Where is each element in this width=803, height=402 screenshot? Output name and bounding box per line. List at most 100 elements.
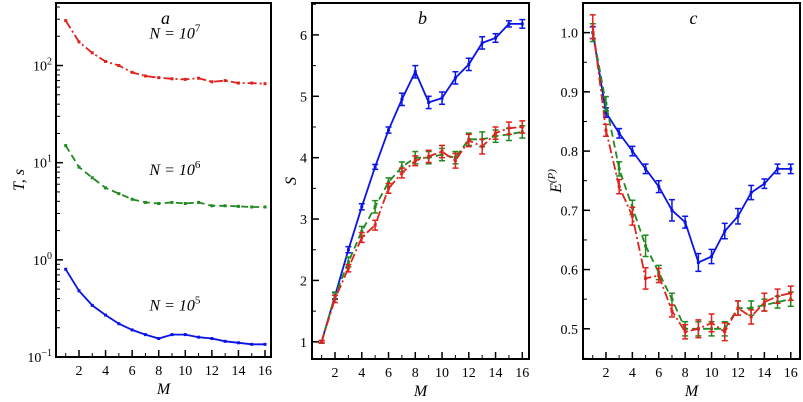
data-point xyxy=(104,186,108,190)
data-point xyxy=(413,70,417,74)
data-point xyxy=(440,96,444,100)
series-line xyxy=(591,26,791,334)
data-point xyxy=(143,333,147,337)
data-point xyxy=(117,322,121,326)
data-point xyxy=(373,223,377,227)
series-label: N = 105 xyxy=(148,295,200,315)
data-point xyxy=(170,77,174,81)
x-tick-label: 6 xyxy=(129,364,136,379)
data-point xyxy=(117,192,121,196)
series-line xyxy=(591,32,791,330)
data-point xyxy=(696,327,700,331)
data-point xyxy=(507,22,511,26)
series-n7 xyxy=(318,120,526,344)
data-point xyxy=(157,202,161,206)
y-axis-title: E(P) xyxy=(546,169,565,194)
data-point xyxy=(413,159,417,163)
x-tick-label: 16 xyxy=(515,366,529,381)
series-line xyxy=(64,268,265,346)
y-tick-exponent: 2 xyxy=(47,57,52,68)
data-point xyxy=(210,337,214,341)
y-tick-label: 0.9 xyxy=(561,86,579,101)
data-point xyxy=(223,79,227,83)
data-point xyxy=(346,260,350,264)
y-axis-title: T, s xyxy=(11,169,28,191)
series-label: N = 106 xyxy=(148,159,200,179)
x-axis-title: M xyxy=(684,383,700,400)
data-point xyxy=(170,333,174,337)
data-point xyxy=(250,205,254,209)
y-axis-title-sup: (P) xyxy=(546,169,558,183)
data-point xyxy=(453,76,457,80)
x-tick-label: 2 xyxy=(332,366,339,381)
x-tick-label: 6 xyxy=(655,366,662,381)
data-point xyxy=(749,306,753,310)
data-point xyxy=(360,205,364,209)
data-point xyxy=(197,200,201,204)
y-tick-exponent: 0 xyxy=(47,251,52,262)
series-label-exponent: 5 xyxy=(195,295,201,307)
panel-letter: b xyxy=(418,8,427,28)
series-label-base: N = 10 xyxy=(148,25,194,42)
data-point xyxy=(617,167,621,171)
data-point xyxy=(480,145,484,149)
x-tick-label: 10 xyxy=(178,364,192,379)
series-n7 xyxy=(589,14,794,342)
data-point xyxy=(373,165,377,169)
data-point xyxy=(250,81,254,85)
y-tick-base: 10 xyxy=(33,157,47,172)
data-point xyxy=(346,266,350,270)
y-tick-label: 4 xyxy=(300,152,307,167)
y-axis-title-base: E xyxy=(548,183,565,194)
data-point xyxy=(467,138,471,142)
x-tick-label: 6 xyxy=(385,366,392,381)
x-tick-label: 12 xyxy=(462,366,476,381)
data-point xyxy=(657,273,661,277)
x-axis-title: M xyxy=(413,383,429,400)
data-point xyxy=(710,321,714,325)
x-tick-label: 14 xyxy=(231,364,245,379)
data-point xyxy=(183,202,187,206)
data-point xyxy=(143,200,147,204)
data-point xyxy=(64,267,68,271)
data-point xyxy=(644,244,648,248)
plot-frame xyxy=(311,2,530,360)
series-n6 xyxy=(64,144,267,209)
data-point xyxy=(762,182,766,186)
data-point xyxy=(77,165,81,169)
y-tick-label: 6 xyxy=(300,29,307,44)
data-point xyxy=(736,306,740,310)
data-point xyxy=(143,74,147,78)
data-point xyxy=(591,25,595,29)
data-point xyxy=(453,159,457,163)
data-point xyxy=(183,333,187,337)
x-tick-label: 14 xyxy=(757,366,771,381)
data-point xyxy=(400,165,404,169)
data-point xyxy=(263,82,267,86)
series-n7 xyxy=(64,19,267,86)
y-tick-label: 101 xyxy=(33,154,52,172)
y-tick-label: 10−1 xyxy=(27,348,52,366)
x-tick-label: 10 xyxy=(705,366,719,381)
data-point xyxy=(130,70,134,74)
series-line xyxy=(320,22,523,343)
data-point xyxy=(90,51,94,55)
data-point xyxy=(373,205,377,209)
x-tick-label: 2 xyxy=(602,366,609,381)
series-n6 xyxy=(318,125,526,344)
data-point xyxy=(604,128,608,132)
series-line xyxy=(64,145,265,208)
y-tick-label: 0.6 xyxy=(561,264,579,279)
data-point xyxy=(157,76,161,80)
y-tick-label: 5 xyxy=(300,90,307,105)
x-tick-label: 16 xyxy=(784,366,798,381)
data-point xyxy=(630,214,634,218)
data-point xyxy=(387,180,391,184)
data-point xyxy=(630,149,634,153)
y-tick-label: 1 xyxy=(300,336,307,351)
data-point xyxy=(130,328,134,332)
panel-letter: a xyxy=(161,8,170,28)
data-point xyxy=(644,276,648,280)
data-point xyxy=(130,197,134,201)
